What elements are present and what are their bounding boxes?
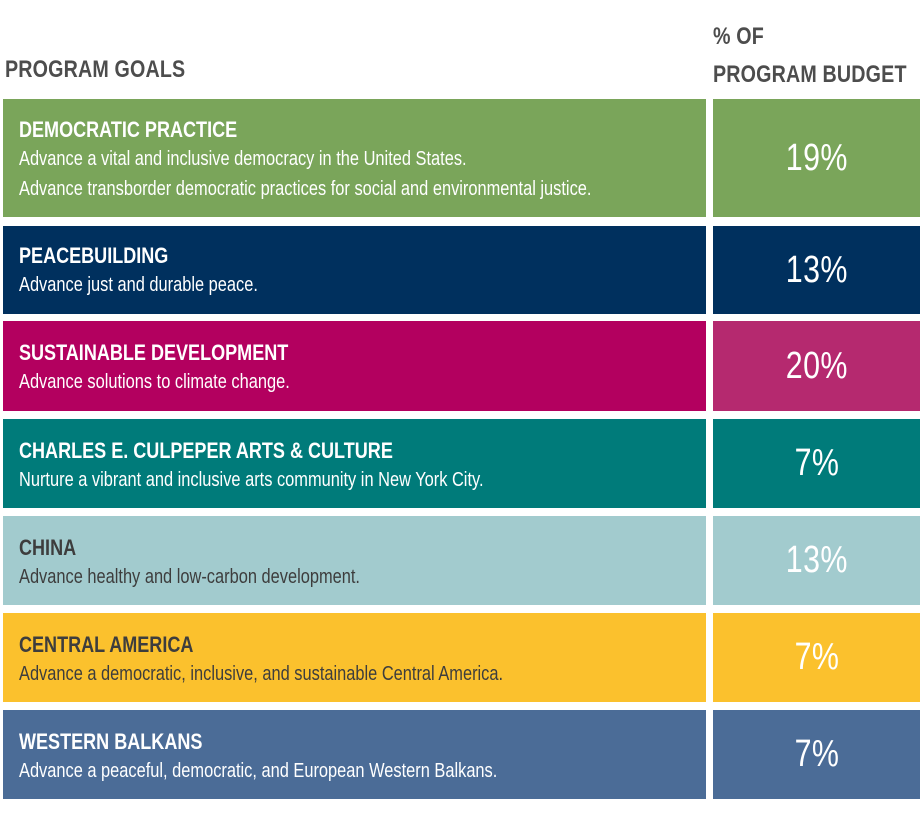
- budget-percent: 7%: [794, 636, 839, 678]
- goal-row-democratic-practice: DEMOCRATIC PRACTICE Advance a vital and …: [0, 99, 920, 217]
- goal-description: Advance solutions to climate change.: [19, 371, 290, 393]
- goal-description: Nurture a vibrant and inclusive arts com…: [19, 469, 484, 491]
- budget-percent-cell: 19%: [713, 99, 920, 217]
- goal-cell: WESTERN BALKANS Advance a peaceful, demo…: [3, 710, 706, 799]
- goal-row-sustainable-development: SUSTAINABLE DEVELOPMENT Advance solution…: [0, 321, 920, 411]
- goal-title: CHINA: [19, 535, 77, 560]
- goal-row-arts-culture: CHARLES E. CULPEPER ARTS & CULTURE Nurtu…: [0, 419, 920, 508]
- goal-title: DEMOCRATIC PRACTICE: [19, 117, 238, 142]
- goal-title: CHARLES E. CULPEPER ARTS & CULTURE: [19, 438, 393, 463]
- budget-header-line1: % OF: [713, 23, 764, 50]
- budget-percent-cell: 13%: [713, 516, 920, 605]
- goal-row-western-balkans: WESTERN BALKANS Advance a peaceful, demo…: [0, 710, 920, 799]
- goal-cell: CENTRAL AMERICA Advance a democratic, in…: [3, 613, 706, 702]
- goal-title: WESTERN BALKANS: [19, 729, 203, 754]
- goal-description: Advance a vital and inclusive democracy …: [19, 148, 467, 170]
- goal-row-china: CHINA Advance healthy and low-carbon dev…: [0, 516, 920, 605]
- goal-description: Advance a peaceful, democratic, and Euro…: [19, 760, 498, 782]
- budget-header: % OF PROGRAM BUDGET: [713, 18, 907, 94]
- budget-header-line2: PROGRAM BUDGET: [713, 61, 907, 88]
- budget-percent: 20%: [785, 344, 848, 387]
- goal-cell: CHARLES E. CULPEPER ARTS & CULTURE Nurtu…: [3, 419, 706, 508]
- goal-row-peacebuilding: PEACEBUILDING Advance just and durable p…: [0, 226, 920, 314]
- budget-percent-cell: 7%: [713, 419, 920, 508]
- goal-cell: SUSTAINABLE DEVELOPMENT Advance solution…: [3, 321, 706, 411]
- budget-percent: 7%: [794, 442, 839, 484]
- goal-description: Advance a democratic, inclusive, and sus…: [19, 663, 504, 685]
- budget-percent: 7%: [794, 733, 839, 775]
- goal-cell: DEMOCRATIC PRACTICE Advance a vital and …: [3, 99, 706, 217]
- goal-title: CENTRAL AMERICA: [19, 632, 194, 657]
- budget-percent-cell: 7%: [713, 710, 920, 799]
- budget-percent-cell: 20%: [713, 321, 920, 411]
- budget-percent: 19%: [785, 136, 848, 179]
- goal-title: SUSTAINABLE DEVELOPMENT: [19, 340, 289, 365]
- goal-description: Advance healthy and low-carbon developme…: [19, 566, 360, 588]
- goal-description: Advance just and durable peace.: [19, 274, 258, 296]
- goal-cell: PEACEBUILDING Advance just and durable p…: [3, 226, 706, 314]
- goal-cell: CHINA Advance healthy and low-carbon dev…: [3, 516, 706, 605]
- budget-percent: 13%: [785, 539, 848, 581]
- budget-percent-cell: 13%: [713, 226, 920, 314]
- budget-percent: 13%: [785, 248, 848, 291]
- goal-title: PEACEBUILDING: [19, 243, 169, 268]
- budget-percent-cell: 7%: [713, 613, 920, 702]
- goal-row-central-america: CENTRAL AMERICA Advance a democratic, in…: [0, 613, 920, 702]
- goal-description: Advance transborder democratic practices…: [19, 178, 592, 200]
- program-goals-header: PROGRAM GOALS: [5, 56, 186, 83]
